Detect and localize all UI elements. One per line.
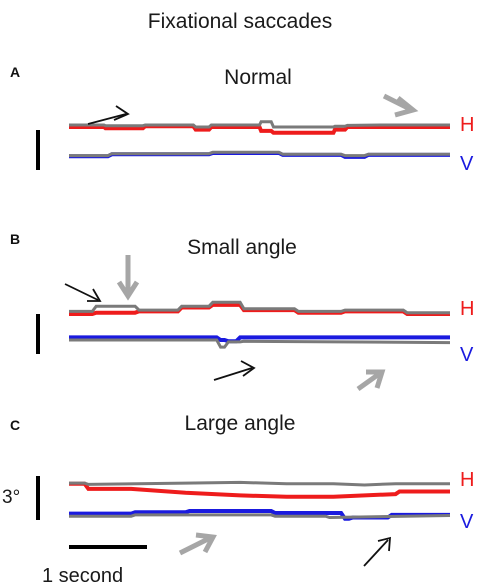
- black-arrow-icon: [213, 360, 256, 381]
- panel-c-trace-h-fellow: [69, 480, 450, 487]
- figure-title: Fixational saccades: [148, 10, 332, 33]
- panel-b-traces: [69, 300, 451, 349]
- panel-c-label-h: H: [460, 469, 474, 491]
- panel-b-trace-v-fellow: [69, 338, 451, 349]
- gray-arrow-icon: [178, 532, 217, 556]
- panel-b: B Small angle H V: [10, 231, 474, 392]
- panel-title-a: Normal: [224, 66, 292, 89]
- panel-b-label-h: H: [460, 298, 474, 320]
- panel-c-trace-h: [69, 481, 450, 499]
- gray-arrow-icon: [382, 93, 419, 118]
- panel-a-label-v: V: [460, 153, 474, 175]
- panel-a-trace-v-fellow: [69, 150, 450, 158]
- panel-a-trace-h-fellow: [69, 120, 450, 129]
- panel-a-traces: [69, 120, 450, 159]
- panel-c: C Large angle 3° H V 1 second: [2, 412, 474, 587]
- panel-c-label-v: V: [460, 511, 474, 533]
- black-arrow-icon: [87, 105, 130, 125]
- gray-arrow-icon: [356, 369, 386, 392]
- gray-arrow-icon: [116, 255, 140, 301]
- panel-title-c: Large angle: [185, 412, 296, 435]
- panel-a-trace-h: [69, 124, 450, 135]
- panel-b-label-v: V: [460, 344, 474, 366]
- panel-c-trace-v-fellow: [69, 513, 451, 520]
- horizontal-scale-label: 1 second: [42, 565, 123, 587]
- panel-a-label-h: H: [460, 114, 474, 136]
- panel-b-trace-h-fellow: [69, 300, 450, 315]
- panel-letter-c: C: [10, 417, 20, 433]
- panel-c-traces: [69, 480, 451, 521]
- black-arrow-icon: [363, 536, 391, 567]
- panel-letter-b: B: [10, 231, 20, 247]
- panel-a: A Normal H V: [10, 64, 474, 175]
- black-arrow-icon: [64, 283, 102, 302]
- panel-b-trace-v: [69, 335, 450, 344]
- panel-letter-a: A: [10, 64, 20, 80]
- panel-title-b: Small angle: [187, 236, 297, 259]
- vertical-scale-label: 3°: [2, 487, 20, 508]
